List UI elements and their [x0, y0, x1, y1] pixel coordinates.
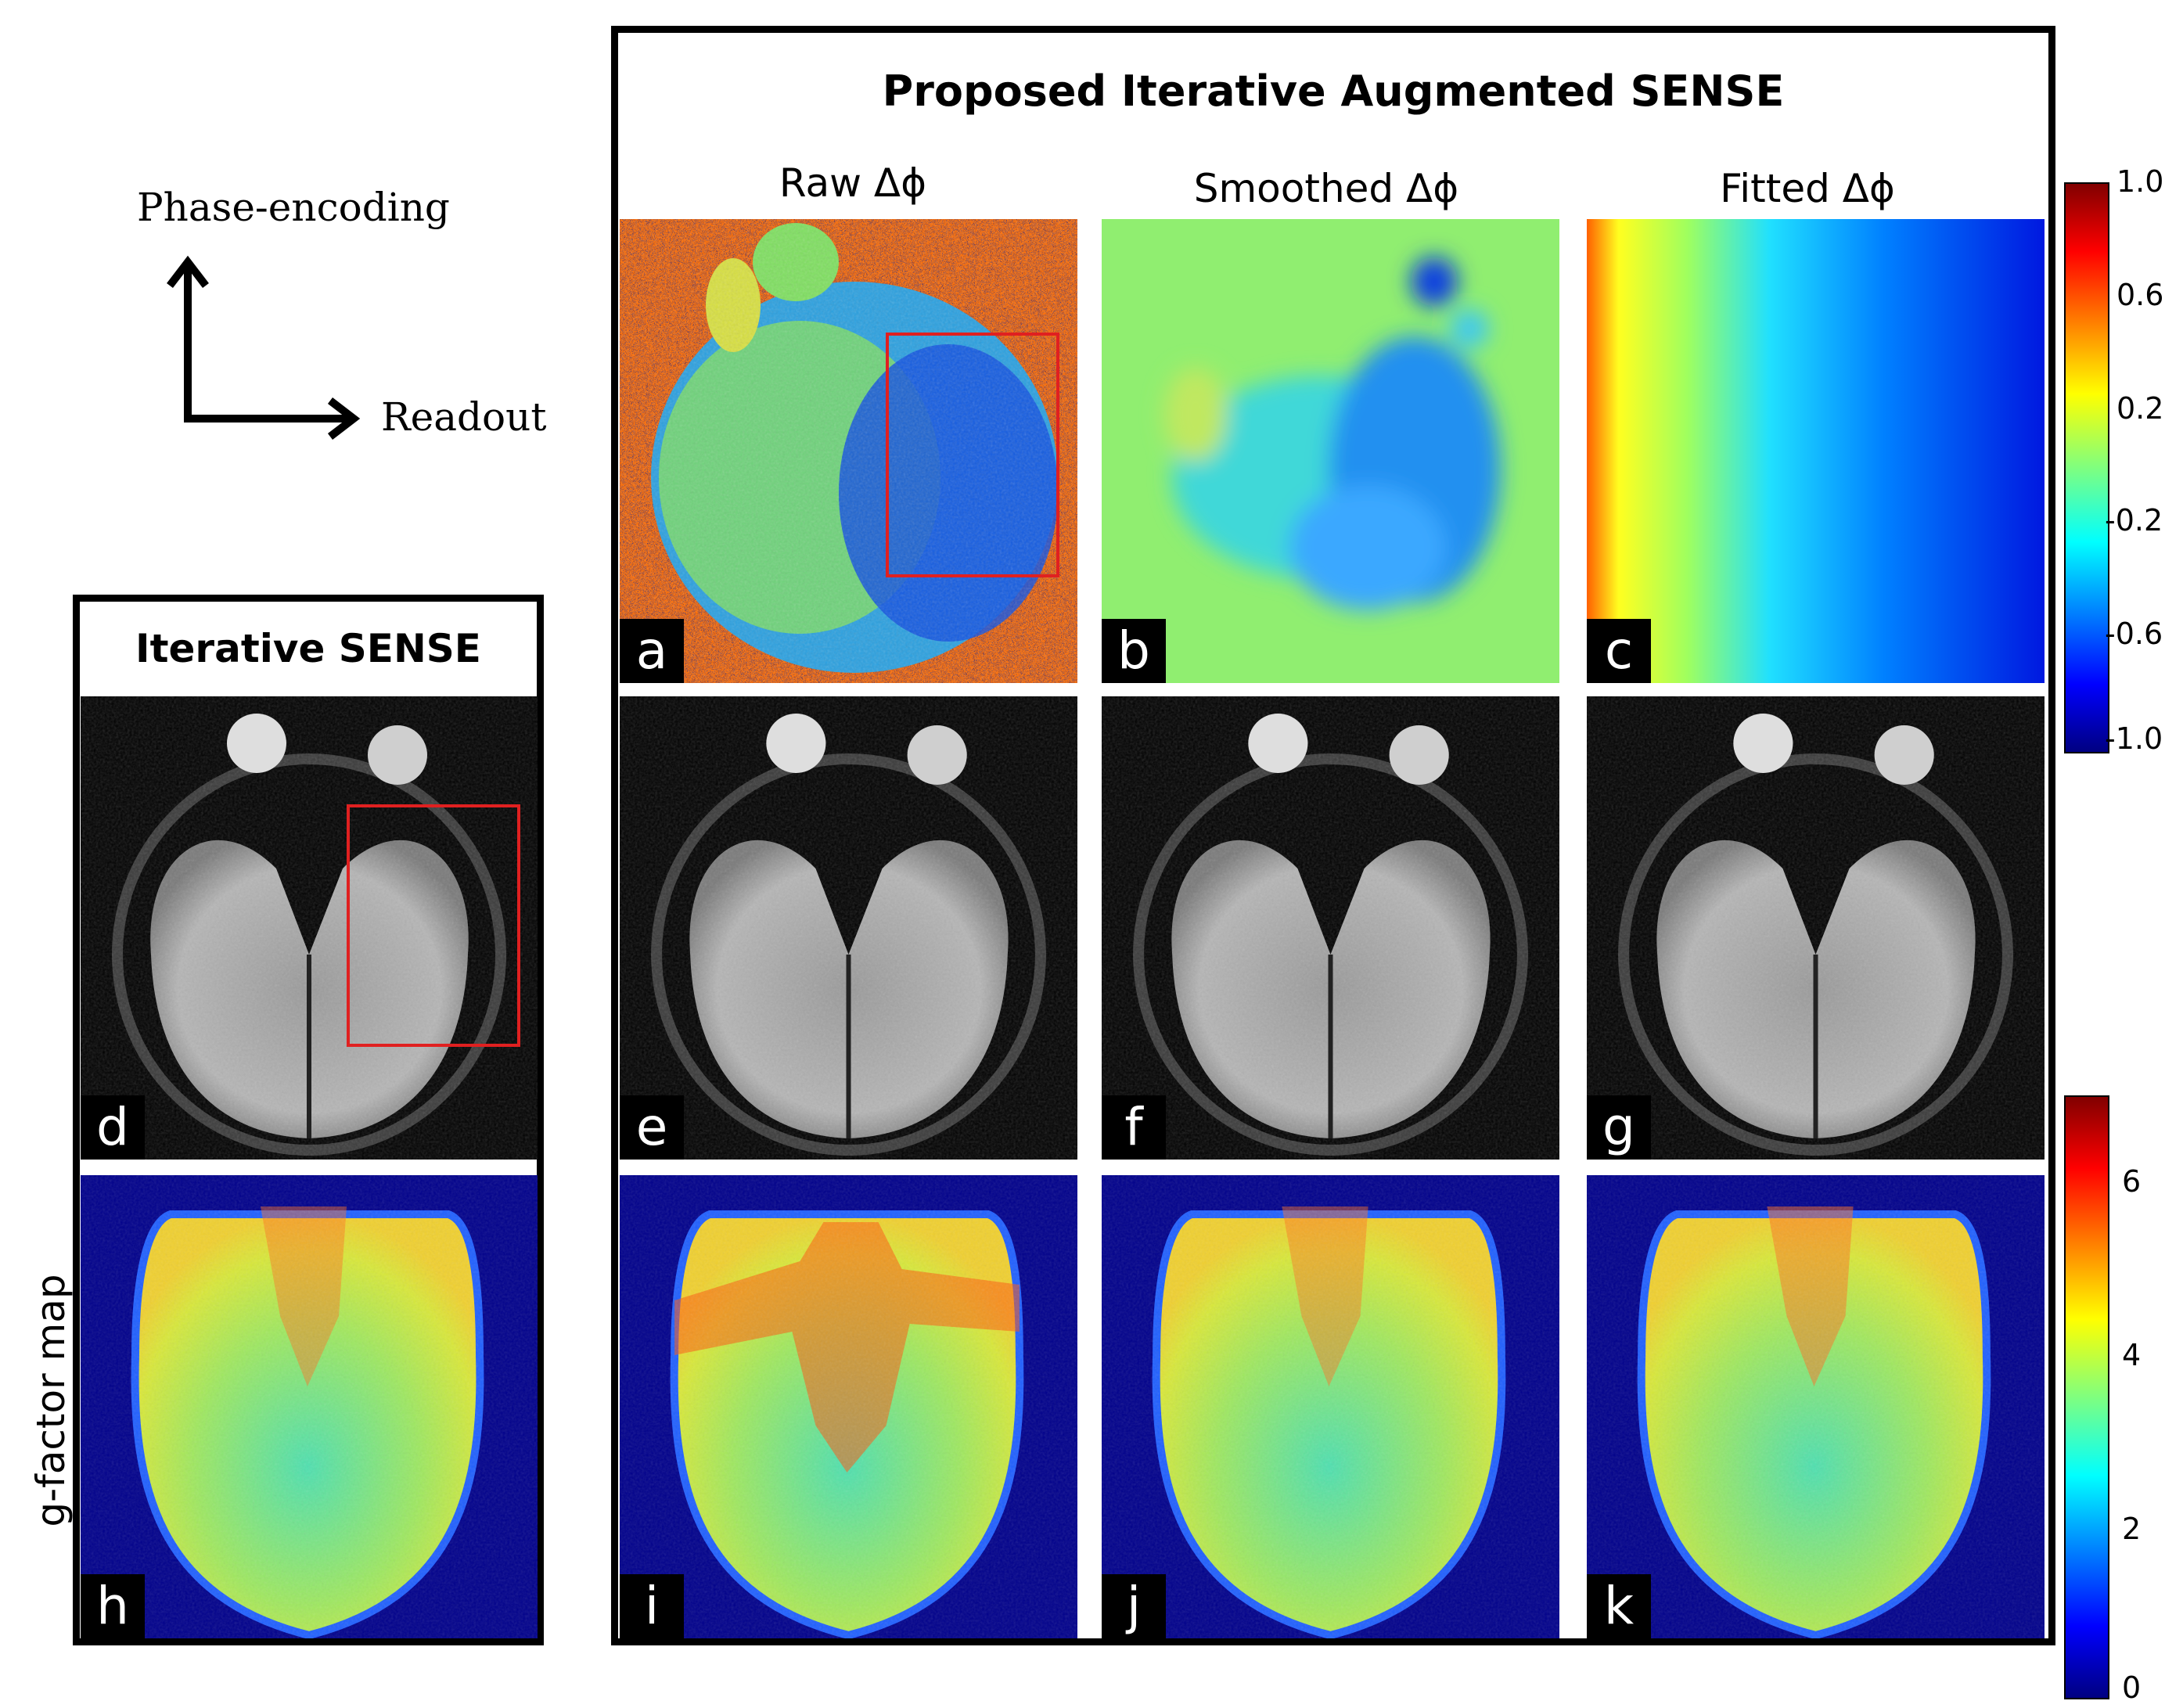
panel-label-g: g: [1587, 1095, 1651, 1160]
colorbar-phase: [2064, 182, 2109, 753]
phase-encoding-label: Phase-encoding: [137, 185, 450, 230]
g-tick-0: 0: [2122, 1670, 2142, 1705]
phase-tick-3: 0.2: [2116, 391, 2164, 426]
panel-label-k: k: [1587, 1574, 1651, 1638]
panel-label-i: i: [620, 1574, 684, 1638]
gfactor-map-label: g-factor map: [28, 1274, 74, 1527]
panel-f-magnitude: f: [1102, 696, 1559, 1160]
axis-arrows-icon: [167, 255, 361, 440]
panel-label-c: c: [1587, 619, 1651, 683]
phase-tick-5: -0.6: [2105, 617, 2163, 651]
column-title-smoothed: Smoothed Δϕ: [1193, 166, 1459, 211]
colorbar-gfactor: [2064, 1095, 2109, 1699]
panel-i-gfactor: i: [620, 1175, 1077, 1638]
panel-h-gfactor: h: [81, 1175, 538, 1638]
panel-label-f: f: [1102, 1095, 1166, 1160]
iterative-sense-frame: [73, 595, 544, 1645]
panel-label-d: d: [81, 1095, 145, 1160]
main-title: Proposed Iterative Augmented SENSE: [882, 67, 1785, 116]
roi-box-a: [886, 333, 1059, 577]
panel-label-e: e: [620, 1095, 684, 1160]
panel-e-magnitude: e: [620, 696, 1077, 1160]
panel-c-fitted-phase: c: [1587, 219, 2045, 683]
proposed-method-frame: [611, 26, 2055, 1645]
panel-a-raw-phase: a: [620, 219, 1077, 683]
panel-label-b: b: [1102, 619, 1166, 683]
panel-label-a: a: [620, 619, 684, 683]
column-title-raw: Raw Δϕ: [779, 160, 927, 206]
g-tick-2: 2: [2122, 1512, 2142, 1546]
phase-tick-4: -0.2: [2105, 503, 2163, 538]
column-title-fitted: Fitted Δϕ: [1720, 166, 1895, 211]
panel-label-j: j: [1102, 1574, 1166, 1638]
panel-label-h: h: [81, 1574, 145, 1638]
panel-d-magnitude: d: [81, 696, 538, 1160]
panel-j-gfactor: j: [1102, 1175, 1559, 1638]
readout-label: Readout: [381, 394, 547, 440]
roi-box-d: [347, 804, 520, 1047]
phase-tick-1: 1.0: [2116, 164, 2164, 199]
panel-g-magnitude: g: [1587, 696, 2045, 1160]
phase-tick-2: 0.6: [2116, 278, 2164, 312]
g-tick-4: 4: [2122, 1338, 2142, 1372]
panel-b-smoothed-phase: b: [1102, 219, 1559, 683]
phase-tick-6: -1.0: [2105, 721, 2163, 756]
left-title: Iterative SENSE: [135, 626, 481, 671]
g-tick-6: 6: [2122, 1164, 2142, 1199]
panel-k-gfactor: k: [1587, 1175, 2045, 1638]
